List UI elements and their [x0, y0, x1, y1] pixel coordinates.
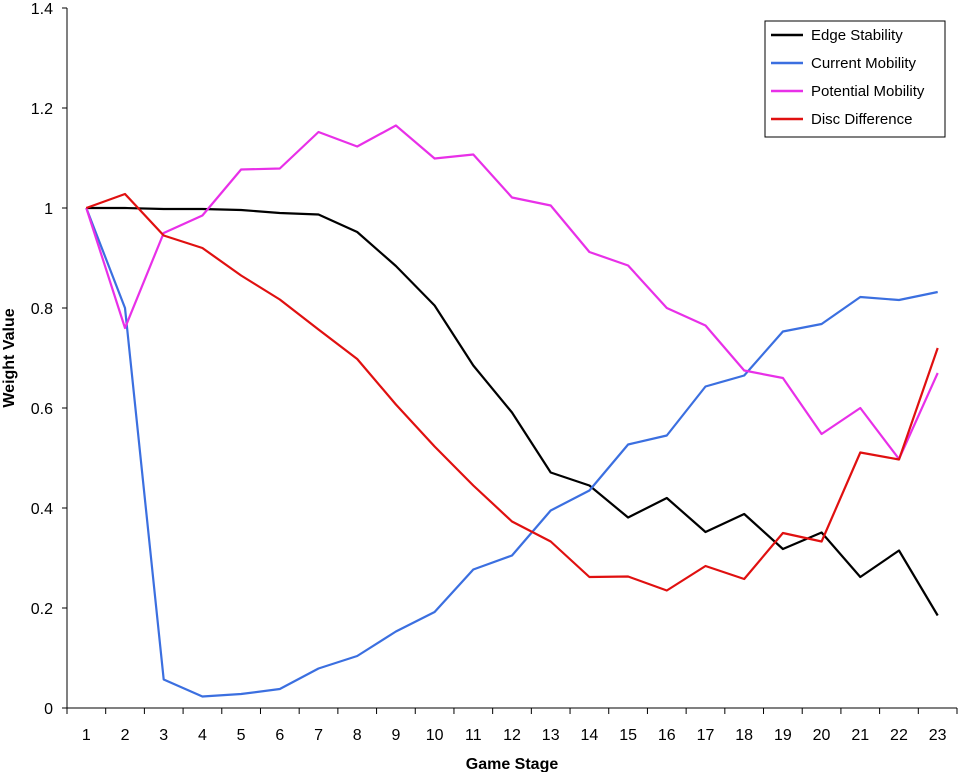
- x-tick-label: 10: [426, 727, 444, 744]
- x-tick-labels: 1 2 3 4 5 6 7 8 9 10 11 12 13 14 15 16 17 18 19 20 21 22 23: [82, 727, 947, 744]
- x-tick-label: 16: [658, 727, 676, 744]
- y-tick-labels: 0 0.2 0.4 0.6 0.8 1 1.2 1.4: [31, 1, 53, 718]
- legend-box: [764, 20, 946, 138]
- x-tick-label: 14: [580, 727, 598, 744]
- y-tick-label: 1.4: [31, 1, 53, 18]
- x-tick-label: 7: [314, 727, 323, 744]
- x-tick-label: 19: [774, 727, 792, 744]
- x-tick-label: 4: [198, 727, 207, 744]
- legend-label: Current Mobility: [811, 55, 917, 72]
- x-axis-title: Game Stage: [466, 756, 559, 772]
- x-tick-label: 20: [813, 727, 831, 744]
- legend: Edge Stability Current Mobility Potential …: [764, 20, 946, 138]
- legend-label: Potential Mobility: [811, 83, 925, 100]
- y-tick-label: 1: [44, 201, 53, 218]
- y-tick-label: 0.2: [31, 601, 53, 618]
- x-tick-label: 13: [542, 727, 560, 744]
- y-tick-label: 0.8: [31, 301, 53, 318]
- x-tick-label: 11: [465, 727, 482, 744]
- x-tick-label: 2: [121, 727, 130, 744]
- x-tick-label: 12: [503, 727, 521, 744]
- y-axis-title: Weight Value: [1, 308, 18, 407]
- x-tick-label: 8: [353, 727, 362, 744]
- y-tick-label: 0.6: [31, 401, 53, 418]
- x-tick-label: 6: [275, 727, 284, 744]
- x-tick-label: 15: [619, 727, 637, 744]
- y-tick-label: 0.4: [31, 501, 53, 518]
- x-tick-label: 21: [851, 727, 869, 744]
- series-line-edge-stability: [86, 206, 939, 617]
- series-lines: [85, 124, 939, 698]
- x-tick-label: 9: [391, 727, 400, 744]
- series-line-disc-difference: [85, 192, 939, 592]
- legend-label: Edge Stability: [811, 27, 903, 44]
- x-tick-label: 5: [237, 727, 246, 744]
- series-line-current-mobility: [85, 207, 938, 698]
- y-tick-label: 1.2: [31, 101, 53, 118]
- x-tick-label: 18: [735, 727, 753, 744]
- x-tick-label: 1: [82, 727, 91, 744]
- legend-label: Disc Difference: [811, 111, 912, 128]
- axes: [62, 7, 958, 714]
- x-tick-label: 22: [890, 727, 908, 744]
- x-tick-label: 17: [697, 727, 715, 744]
- series-line-potential-mobility: [85, 124, 939, 461]
- x-tick-label: 3: [159, 727, 168, 744]
- x-tick-label: 23: [929, 727, 947, 744]
- y-tick-label: 0: [44, 701, 53, 718]
